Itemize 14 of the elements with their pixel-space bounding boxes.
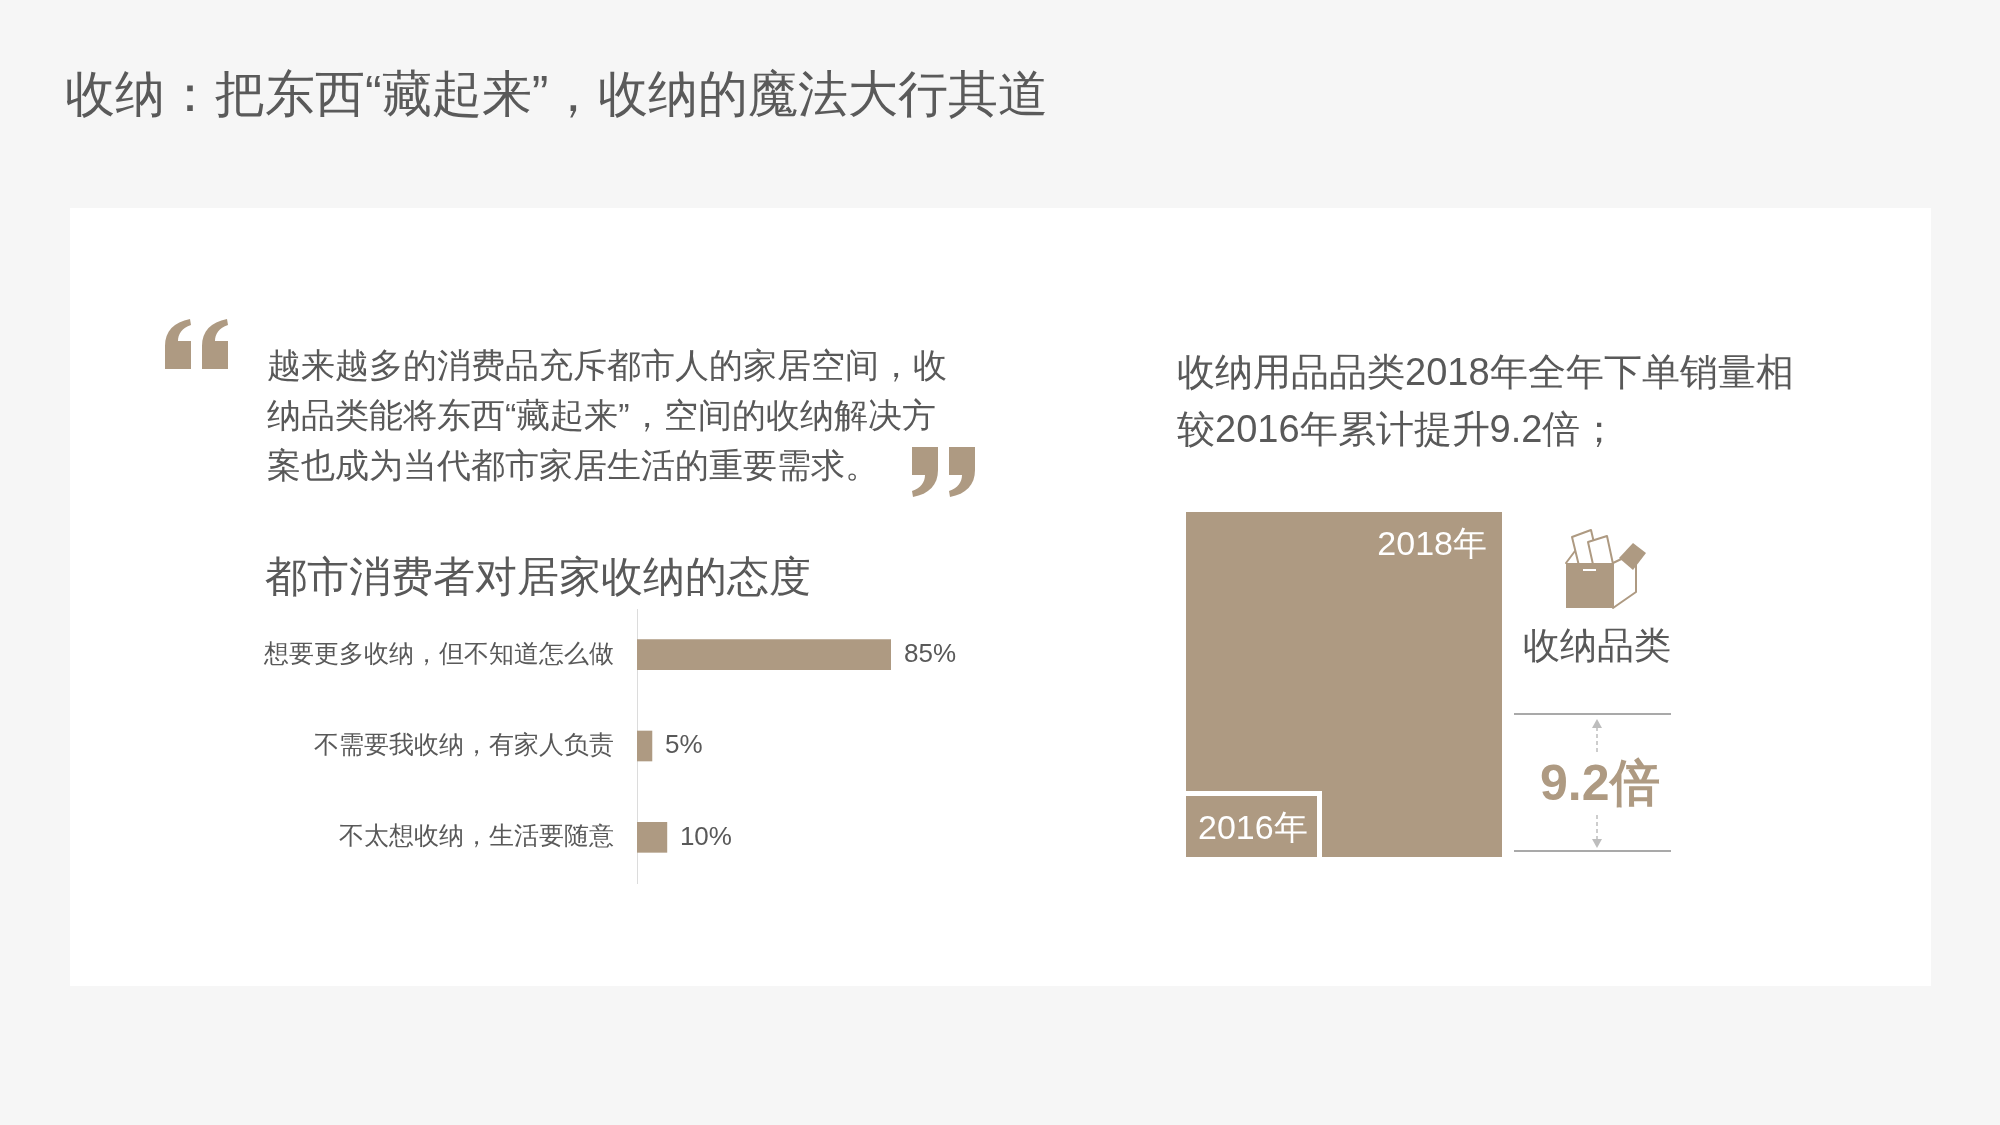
y-tick-label: 不需要我收纳，有家人负责 xyxy=(314,729,614,758)
data-label: 10% xyxy=(679,820,732,851)
text: 收纳品类 xyxy=(1523,624,1671,668)
data-label: 5% xyxy=(664,729,703,760)
y-tick-label: 不太想收纳，生活要随意 xyxy=(339,821,614,850)
chart-title: 都市消费者对居家收纳的态度 xyxy=(265,551,811,602)
text: 收纳：把东西“藏起来”，收纳的魔法大行其道 xyxy=(65,64,1049,124)
text: 2018年 xyxy=(1377,522,1487,564)
text: 9.2倍 xyxy=(1540,753,1660,813)
text: 收纳用品品类2018年全年下单销量相较2016年累计提升9.2倍； xyxy=(1177,349,1795,452)
text: 越来越多的消费品充斥都市人的家居空间，收纳品类能将东西“藏起来”，空间的收纳解决方案也成为当代都市家居生活的重要需求。 xyxy=(267,345,948,486)
text: 2016年 xyxy=(1198,806,1308,848)
data-label: 85% xyxy=(904,637,957,668)
y-tick-label: 想要更多收纳，但不知道怎么做 xyxy=(263,638,614,667)
